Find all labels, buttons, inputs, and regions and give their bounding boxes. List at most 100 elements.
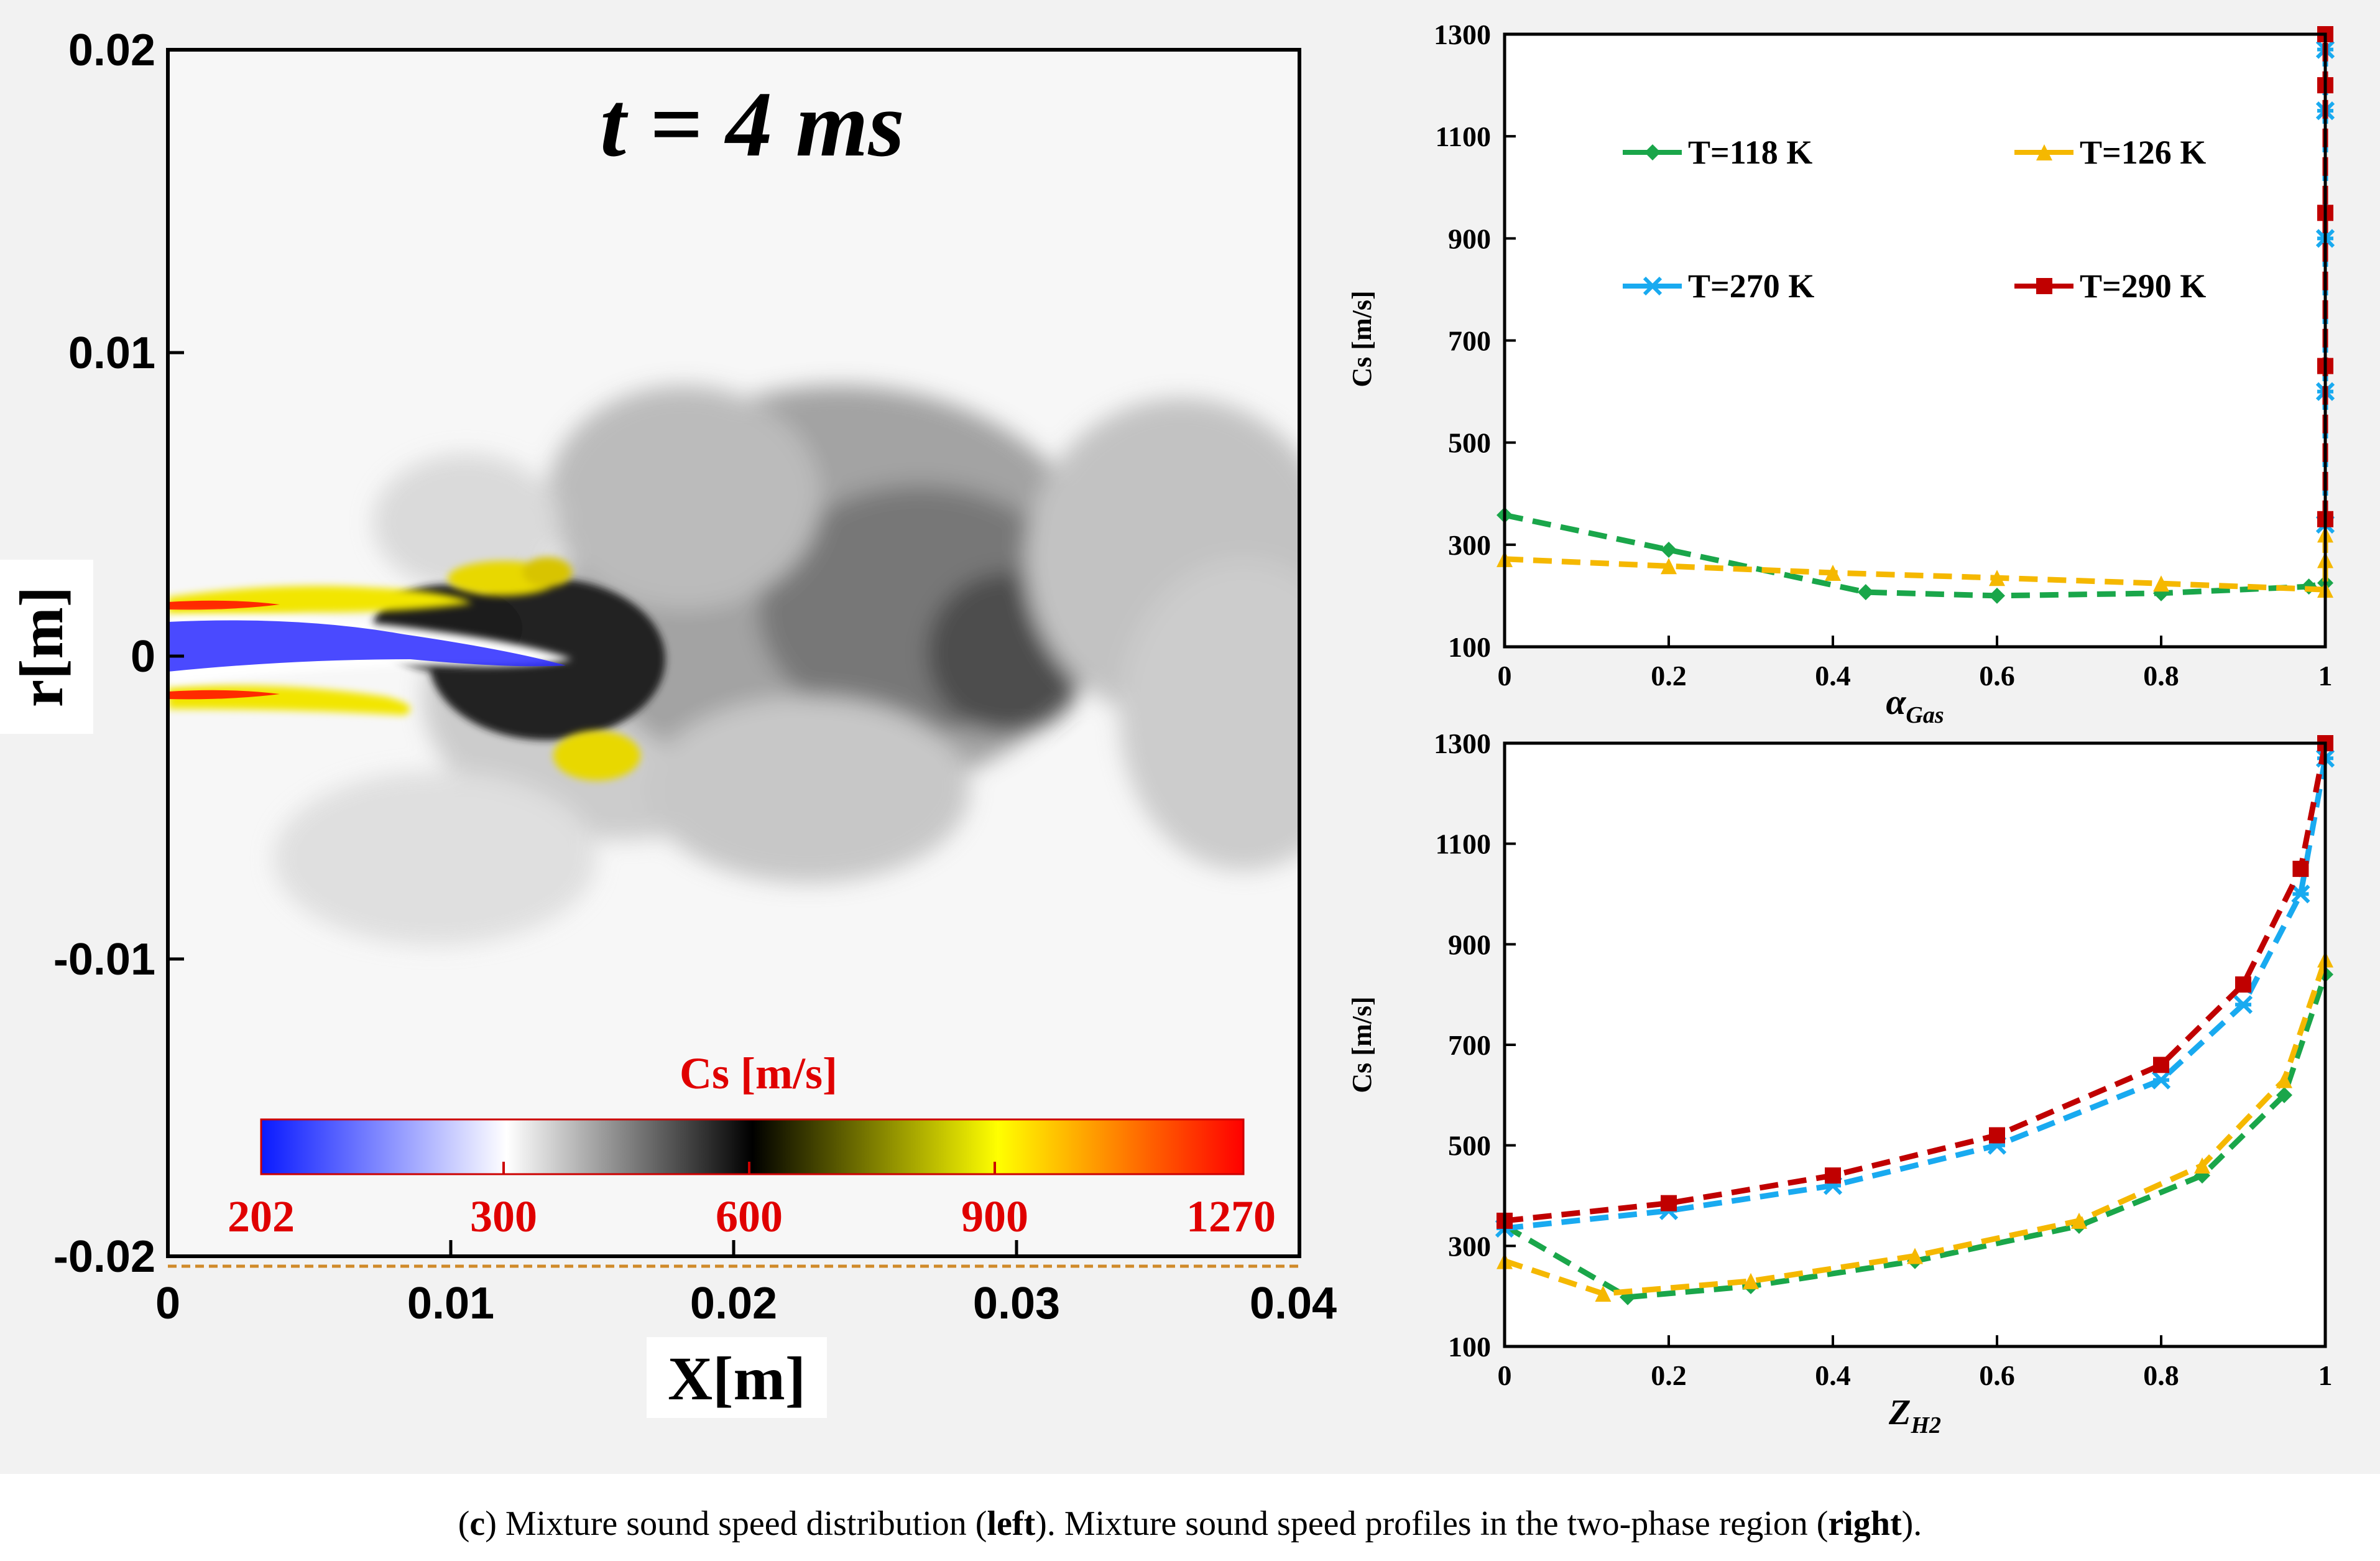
- x-tick-label: 0.8: [2143, 1360, 2179, 1391]
- y-tick-label: 500: [1448, 1130, 1491, 1162]
- colorbar-label: 300: [470, 1192, 537, 1241]
- data-point: [2276, 1086, 2292, 1103]
- series-line: [1504, 757, 2328, 1231]
- colorbar-title: Cs [m/s]: [680, 1049, 837, 1098]
- sound-speed-vs-alpha-chart: 100 300 500 700 900 1100 1300 0 0.2 0.4 0.6 0.8 1 Cs…: [1347, 19, 2335, 728]
- x-tick-label: 0.01: [407, 1279, 494, 1328]
- legend-item: T=270 K: [1623, 267, 1814, 305]
- contour-panel: t = 4 ms 0.02 0.01 0 -0.01 -0.02 r[m] 0 …: [0, 25, 1337, 1418]
- data-point: [1825, 564, 1841, 581]
- chart-top-plot-area: [1505, 34, 2325, 647]
- y-tick-label: 1100: [1436, 828, 1491, 860]
- x-tick-label: 1: [2318, 1360, 2333, 1391]
- contour-y-axis: 0.02 0.01 0 -0.01 -0.02: [53, 25, 184, 1282]
- x-tick-label: 0: [1498, 1360, 1512, 1391]
- data-point: [1644, 144, 1661, 160]
- data-point: [2153, 1057, 2169, 1073]
- data-point: [2235, 976, 2251, 993]
- x-tick-label: 0.2: [1651, 1360, 1687, 1391]
- liquid-core: [168, 620, 566, 672]
- jet-plume: [168, 386, 1299, 945]
- y-tick-label: -0.02: [53, 1232, 155, 1282]
- legend-label: T=118 K: [1688, 134, 1812, 171]
- chart-top-legend: T=118 K T=126 K T=270 K T=290 K: [1623, 134, 2206, 305]
- data-point: [1661, 1195, 1677, 1211]
- data-point: [1857, 584, 1874, 601]
- data-point: [2036, 278, 2052, 294]
- data-point: [2233, 995, 2253, 1014]
- x-tick-label: 0.02: [690, 1279, 777, 1328]
- chart-top-y-axis-title: Cs [m/s]: [1347, 290, 1377, 387]
- data-point: [1643, 276, 1663, 296]
- y-tick-label: 100: [1448, 1331, 1491, 1363]
- data-point: [2291, 884, 2310, 904]
- y-tick-label: 300: [1448, 1230, 1491, 1262]
- chart-bottom-series: [1495, 735, 2335, 1305]
- y-tick-label: 500: [1448, 427, 1491, 459]
- caption-part2: ). Mixture sound speed profiles in the t…: [1035, 1504, 1829, 1543]
- data-point: [2071, 1212, 2087, 1229]
- contour-y-axis-title: r[m]: [7, 586, 76, 707]
- chart-bottom-frame: [1503, 741, 2327, 1348]
- legend-label: T=290 K: [2080, 267, 2206, 305]
- y-tick-label: 100: [1448, 631, 1491, 663]
- data-point: [1595, 1285, 1612, 1302]
- legend-item: T=118 K: [1623, 134, 1812, 171]
- x-tick-label: 1: [2318, 660, 2333, 692]
- y-tick-label: 0.02: [68, 25, 155, 75]
- x-tick-label: 0.4: [1815, 660, 1851, 692]
- data-point: [1661, 542, 1677, 558]
- colorbar: Cs [m/s] 202 300 600 900 1270: [228, 1049, 1276, 1241]
- chart-top-ticks: 100 300 500 700 900 1100 1300 0 0.2 0.4 0.6 0.8 1: [1434, 19, 2333, 692]
- colorbar-label: 600: [716, 1192, 783, 1241]
- y-tick-label: 1100: [1436, 121, 1491, 152]
- time-label: t = 4 ms: [600, 73, 905, 176]
- caption-right: right: [1828, 1504, 1902, 1543]
- data-point: [2292, 861, 2309, 878]
- sound-speed-vs-z-chart: 100 300 500 700 900 1100 1300 0 0.2 0.4 0.6 0.8 1 Cs…: [1347, 728, 2335, 1438]
- series-line: [1503, 973, 2328, 1300]
- caption-part3: ).: [1901, 1504, 1922, 1543]
- lower-shear-layer: [168, 690, 280, 700]
- data-point: [1661, 558, 1677, 575]
- caption-part1: Mixture sound speed distribution (: [496, 1504, 987, 1543]
- data-point: [2276, 1072, 2292, 1088]
- x-tick-label: 0.04: [1250, 1279, 1337, 1328]
- y-tick-label: 300: [1448, 529, 1491, 561]
- chart-bottom-y-axis-title: Cs [m/s]: [1347, 996, 1377, 1093]
- upper-shear-layer: [168, 600, 280, 610]
- legend-item: T=126 K: [2014, 134, 2206, 171]
- colorbar-gradient: [260, 1118, 1245, 1175]
- caption-open: (: [458, 1504, 470, 1543]
- caption-left: left: [987, 1504, 1036, 1543]
- y-tick-label: 1300: [1434, 728, 1491, 759]
- data-point: [1825, 1167, 1841, 1184]
- colorbar-label: 900: [961, 1192, 1028, 1241]
- data-point: [1907, 1248, 1923, 1264]
- data-point: [2036, 144, 2052, 160]
- x-axis-title-box: [647, 1337, 827, 1418]
- caption-label: c: [469, 1504, 486, 1543]
- data-point: [1989, 587, 2005, 604]
- x-tick-label: 0.4: [1815, 1360, 1851, 1391]
- y-tick-label: 0: [131, 632, 155, 682]
- y-tick-label: 0.01: [68, 328, 155, 378]
- y-tick-label: 900: [1448, 223, 1491, 254]
- x-tick-label: 0: [1498, 660, 1512, 692]
- y-tick-label: 1300: [1434, 19, 1491, 50]
- y-axis-title-box: [0, 560, 93, 734]
- y-tick-label: -0.01: [53, 935, 155, 984]
- chart-bottom-plot-area: [1505, 743, 2325, 1346]
- y-tick-label: 700: [1448, 325, 1491, 357]
- x-tick-label: 0: [155, 1279, 180, 1328]
- data-point: [2151, 1070, 2171, 1090]
- chart-bottom-ticks: 100 300 500 700 900 1100 1300 0 0.2 0.4 0.6 0.8 1: [1434, 728, 2333, 1391]
- x-tick-label: 0.2: [1651, 660, 1687, 692]
- x-tick-label: 0.03: [973, 1279, 1060, 1328]
- y-tick-label: 700: [1448, 1029, 1491, 1061]
- legend-item: T=290 K: [2014, 267, 2206, 305]
- x-tick-label: 0.6: [1979, 1360, 2015, 1391]
- colorbar-label: 1270: [1186, 1192, 1276, 1241]
- data-point: [2153, 575, 2169, 592]
- contour-x-axis: 0 0.01 0.02 0.03 0.04: [155, 1240, 1337, 1328]
